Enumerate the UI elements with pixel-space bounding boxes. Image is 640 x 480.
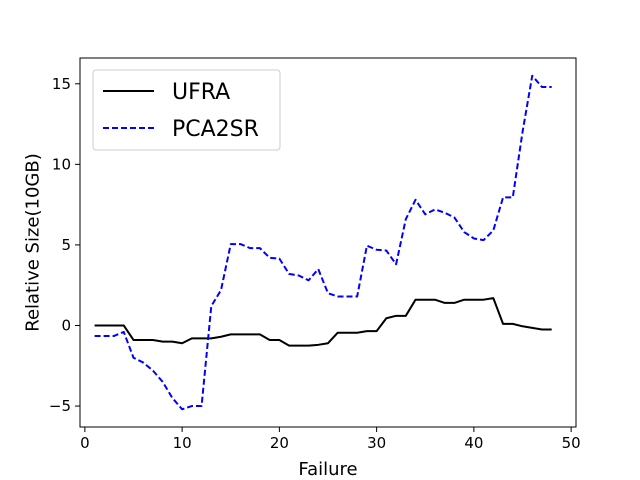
y-tick-label: 10 (52, 155, 71, 173)
y-axis-label: Relative Size(10GB) (22, 153, 43, 332)
series-line-ufra (94, 297, 552, 347)
y-axis-ticks: −5 0 5 10 15 (49, 75, 80, 415)
legend-label-ufra: UFRA (172, 80, 230, 105)
legend: UFRA PCA2SR (92, 69, 281, 151)
x-tick-label: 20 (270, 434, 289, 452)
y-tick-label: 0 (61, 316, 71, 334)
y-tick-label: 5 (61, 236, 71, 254)
x-tick-label: 30 (367, 434, 386, 452)
plot-lines (94, 74, 552, 411)
legend-label-pca2sr: PCA2SR (172, 117, 259, 142)
x-tick-label: 10 (173, 434, 192, 452)
x-tick-label: 40 (464, 434, 483, 452)
x-tick-label: 50 (562, 434, 581, 452)
y-tick-label: −5 (49, 397, 71, 415)
x-tick-label: 0 (80, 434, 90, 452)
x-axis-label: Failure (298, 459, 357, 480)
plot-frame (79, 57, 577, 428)
y-tick-label: 15 (52, 75, 71, 93)
x-axis-ticks: 0 10 20 30 40 50 (80, 427, 581, 452)
series-line-pca2sr (94, 74, 552, 411)
